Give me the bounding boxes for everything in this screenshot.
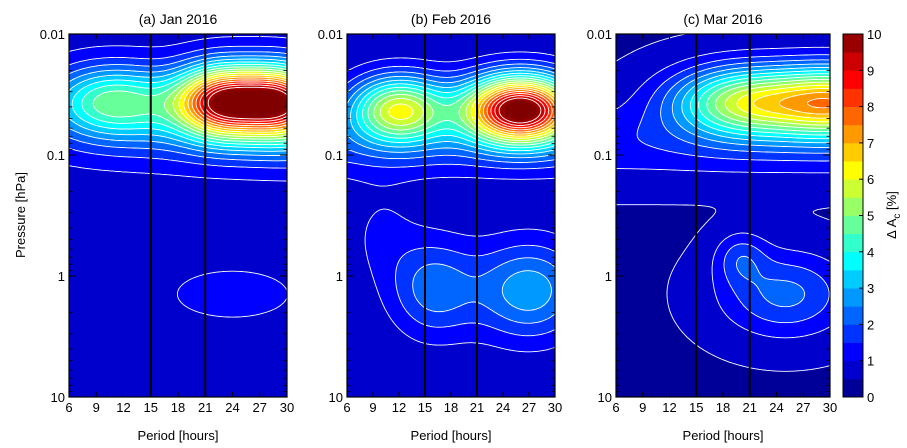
contour-lines-2: [615, 33, 831, 372]
colorbar-segment: [843, 34, 863, 53]
colorbar-segment: [843, 179, 863, 198]
colorbar-tick-label: 8: [867, 100, 874, 115]
x-tick-label: 6: [65, 400, 72, 415]
x-tick-label: 21: [470, 400, 484, 415]
y-tick-label: 0.01: [40, 27, 65, 42]
colorbar-tick-label: 10: [867, 27, 881, 42]
colorbar-tick-label: 3: [867, 281, 874, 296]
x-tick-label: 12: [662, 400, 676, 415]
x-axis-label: Period [hours]: [411, 428, 492, 443]
x-tick-label: 18: [444, 400, 458, 415]
x-tick-label: 12: [116, 400, 130, 415]
colorbar-segment: [843, 288, 863, 307]
x-tick-label: 30: [823, 400, 837, 415]
y-axis-label: Pressure [hPa]: [13, 172, 28, 258]
y-tick-label: 1: [605, 269, 612, 284]
colorbar-tick-label: 2: [867, 317, 874, 332]
y-tick-label: 1: [58, 269, 65, 284]
x-axis-label: Period [hours]: [138, 428, 219, 443]
colorbar-segment: [843, 161, 863, 180]
colorbar-segment: [843, 251, 863, 271]
colorbar-segment: [843, 106, 863, 126]
x-tick-label: 9: [639, 400, 646, 415]
colorbar-tick-label: 1: [867, 354, 874, 369]
x-tick-label: 24: [496, 400, 510, 415]
colorbar-tick-label: 4: [867, 245, 874, 260]
y-tick-label: 0.1: [594, 148, 612, 163]
colorbar-tick-label: 5: [867, 209, 874, 224]
x-tick-label: 30: [548, 400, 562, 415]
x-tick-label: 9: [93, 400, 100, 415]
colorbar-tick-label: 0: [867, 390, 874, 405]
y-tick-label: 0.01: [587, 27, 612, 42]
y-tick-label: 10: [51, 390, 65, 405]
contour-lines-1: [346, 51, 556, 353]
colorbar-segment: [843, 52, 863, 71]
x-tick-label: 9: [369, 400, 376, 415]
colorbar-segment: [843, 215, 863, 235]
panel-title: (c) Mar 2016: [683, 11, 763, 27]
y-tick-label: 1: [336, 269, 343, 284]
x-tick-label: 27: [253, 400, 267, 415]
x-tick-label: 18: [716, 400, 730, 415]
colorbar-tick-label: 6: [867, 172, 874, 187]
y-tick-label: 0.1: [325, 148, 343, 163]
x-tick-label: 12: [392, 400, 406, 415]
panel-title: (a) Jan 2016: [139, 11, 218, 27]
colorbar-tick-label: 9: [867, 63, 874, 78]
colorbar-segment: [843, 378, 863, 398]
colorbar-segment: [843, 88, 863, 107]
y-tick-label: 0.01: [318, 27, 343, 42]
colorbar-segment: [843, 142, 863, 162]
y-tick-label: 10: [329, 390, 343, 405]
colorbar-tick-label: 7: [867, 136, 874, 151]
contour-lines-0: [68, 36, 288, 318]
y-tick-label: 0.1: [47, 148, 65, 163]
colorbar-segment: [843, 324, 863, 343]
colorbar-segment: [843, 342, 863, 362]
x-axis-label: Period [hours]: [683, 428, 764, 443]
x-tick-label: 6: [343, 400, 350, 415]
colorbar-segment: [843, 124, 863, 144]
colorbar-segment: [843, 306, 863, 325]
y-tick-label: 10: [598, 390, 612, 405]
x-tick-label: 24: [769, 400, 783, 415]
heatmap-panel-2: [616, 34, 830, 397]
colorbar-label-unit: [%]: [884, 191, 899, 213]
x-tick-label: 30: [280, 400, 294, 415]
colorbar-segment: [843, 197, 863, 216]
x-tick-label: 21: [743, 400, 757, 415]
x-tick-label: 15: [689, 400, 703, 415]
heatmap-panel-0: [69, 34, 287, 397]
x-tick-label: 24: [225, 400, 239, 415]
x-tick-label: 15: [418, 400, 432, 415]
x-tick-label: 27: [522, 400, 536, 415]
x-tick-label: 6: [612, 400, 619, 415]
x-tick-label: 27: [796, 400, 810, 415]
colorbar-segment: [843, 70, 863, 89]
colorbar-label-main: Δ A: [884, 218, 899, 239]
x-tick-label: 21: [198, 400, 212, 415]
colorbar-label-subscript: c: [892, 214, 903, 219]
x-tick-label: 18: [171, 400, 185, 415]
panel-title: (b) Feb 2016: [411, 11, 491, 27]
colorbar-segment: [843, 269, 863, 289]
x-tick-label: 15: [144, 400, 158, 415]
colorbar-segment: [843, 360, 863, 380]
colorbar-label: Δ Ac [%]: [884, 191, 903, 239]
colorbar-segment: [843, 233, 863, 253]
